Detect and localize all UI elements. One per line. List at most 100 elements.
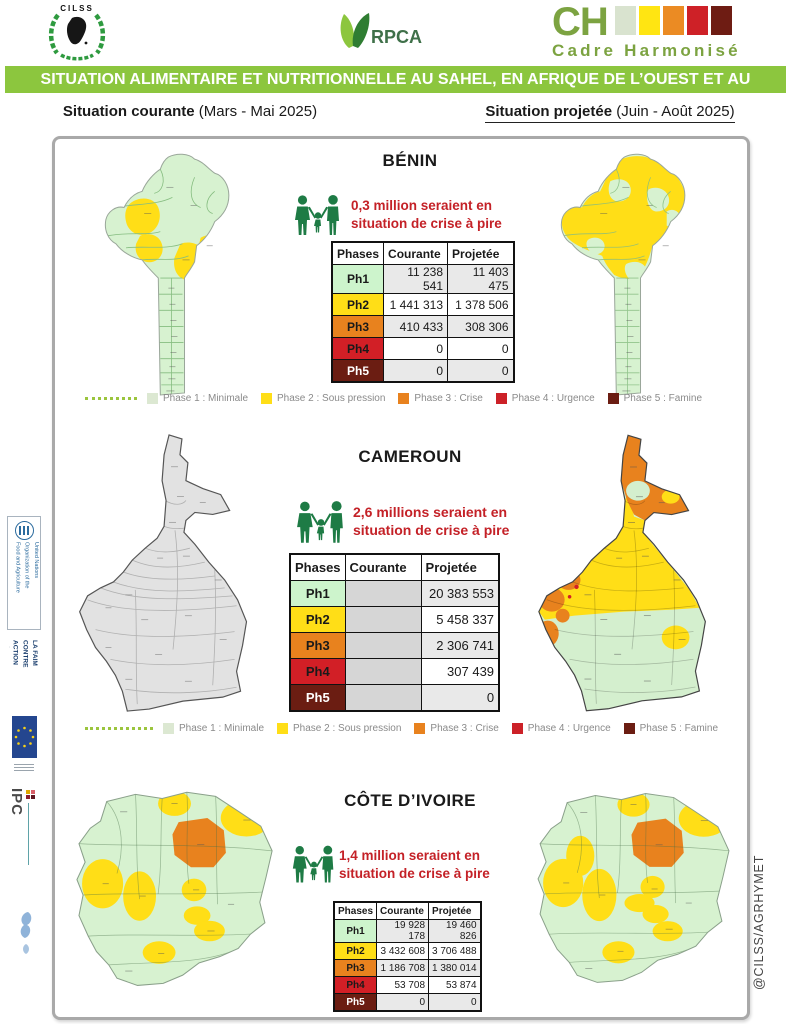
projetee-value: 3 706 488 [428,942,482,960]
highlight-cameroun: 2,6 millions seraient en situation de cr… [353,503,558,540]
cilss-logo: CILSS [36,2,118,62]
phase4-swatch [495,392,507,404]
phase1-swatch [146,392,158,404]
fao-logo-text: Food and Agriculture Organization of the… [12,542,40,593]
phase2-swatch [261,392,273,404]
phase-cell: Ph4 [331,337,385,360]
projetee-value: 5 458 337 [420,606,500,633]
cote-divoire-map-projected [525,781,741,1005]
highlight-line: 0,3 million seraient en [351,198,493,213]
content-frame: BÉNIN [52,136,750,1020]
cilss-wreath-icon: CILSS [48,4,106,61]
legend-item: Phase 1 : Minimale [162,722,265,734]
fao-line: United Nations [33,542,40,579]
section-title-cameroun: CAMEROUN [358,447,462,466]
projetee-value: 2 306 741 [420,632,500,659]
projetee-value: 307 439 [420,658,500,685]
legend-label: Phase 5 : Famine [623,392,702,404]
projetee-value: 1 378 506 [447,293,515,316]
projetee-value: 20 383 553 [420,580,500,607]
highlight-line: situation de crise à pire [353,522,510,539]
phase-cell: Ph4 [289,658,346,685]
rpca-logo: RPCA [315,10,425,54]
phase-cell: Ph5 [331,359,385,383]
section-title-cote-divoire: CÔTE D’IVOIRE [344,791,476,810]
phase-cell: Ph2 [333,942,378,960]
legend-label: Phase 2 : Sous pression [277,392,386,404]
projetee-value: 0 [428,993,482,1012]
ch-square-phase4 [686,6,708,35]
legend-item: Phase 3 : Crise [398,392,483,404]
courante-value [344,684,422,712]
family-icon [295,501,347,545]
phase4-swatch [511,722,523,734]
table-row: Ph2 1 441 313 1 378 506 [331,293,515,316]
projetee-value: 11 403 475 [447,264,515,294]
column-header-current: Situation courante (Mars - Mai 2025) [40,103,340,120]
projected-period: (Juin - Août 2025) [612,103,735,120]
fao-emblem-icon [14,521,34,540]
table-row: Ph5 0 [289,684,500,712]
table-row: Ph3 2 306 741 [289,632,500,659]
courante-value: 53 708 [376,976,430,994]
legend-item: Phase 4 : Urgence [495,392,595,404]
phase3-swatch [398,392,410,404]
courante-value: 410 433 [383,315,449,338]
eu-flag-icon [12,716,37,758]
benin-map-projected [551,147,729,399]
courante-value: 1 186 708 [376,959,430,977]
header-phases: Phases [333,901,378,920]
legend-item: Phase 5 : Famine [607,392,702,404]
table-row: Ph3 1 186 708 1 380 014 [333,959,482,977]
credit-text: @CILSS/AGRHYMET [752,854,766,990]
family-icon [291,845,337,885]
header-courante: Courante [383,241,449,265]
cameroun-map-projected [525,429,743,721]
projetee-value: 19 460 826 [428,919,482,943]
title-banner: SITUATION ALIMENTAIRE ET NUTRITIONNELLE … [5,66,786,115]
phase1-swatch [162,722,174,734]
phase2-swatch [277,722,289,734]
phase-cell: Ph3 [331,315,385,338]
legend-dotted-line [85,726,153,730]
acf-line: LA FAIM [31,640,38,666]
phase-cell: Ph1 [289,580,346,607]
ch-square-phase5 [710,6,732,35]
courante-value [344,632,422,659]
highlight-cote-divoire: 1,4 million seraient en situation de cri… [339,847,539,883]
highlight-line: situation de crise à pire [351,215,502,231]
legend-label: Phase 1 : Minimale [178,722,265,734]
legend-label: Phase 3 : Crise [414,392,483,404]
table-row: Ph4 307 439 [289,658,500,685]
phase5-swatch [623,722,635,734]
legend-label: Phase 3 : Crise [430,722,499,734]
phase-cell: Ph2 [331,293,385,316]
header-phases: Phases [289,553,346,581]
projetee-value: 0 [447,359,515,383]
ch-square-phase1 [614,6,636,35]
ipc-logo: IPC [8,788,40,880]
ipc-squares-icon [26,790,35,799]
highlight-line: situation de crise à pire [339,865,490,881]
legend-item: Phase 3 : Crise [414,722,499,734]
courante-value [344,658,422,685]
legend-label: Phase 4 : Urgence [527,722,611,734]
courante-value: 0 [383,337,449,360]
phase-cell: Ph4 [333,976,378,994]
cameroun-map-current [61,431,289,719]
projetee-value: 0 [447,337,515,360]
legend-item: Phase 5 : Famine [623,722,718,734]
partner-logo [16,906,40,970]
table-row: Ph2 5 458 337 [289,606,500,633]
table-header-row: Phases Courante Projetée [331,241,515,265]
fao-logo: Food and Agriculture Organization of the… [7,516,41,630]
header-courante: Courante [376,901,430,920]
courante-value: 11 238 541 [383,264,449,294]
acf-sprout-icon [9,646,10,648]
projetee-value: 1 380 014 [428,959,482,977]
legend-label: Phase 5 : Famine [639,722,718,734]
projetee-value: 53 874 [428,976,482,994]
cilss-logo-text: CILSS [60,4,94,13]
courante-value [344,580,422,607]
courante-value: 0 [376,993,430,1012]
